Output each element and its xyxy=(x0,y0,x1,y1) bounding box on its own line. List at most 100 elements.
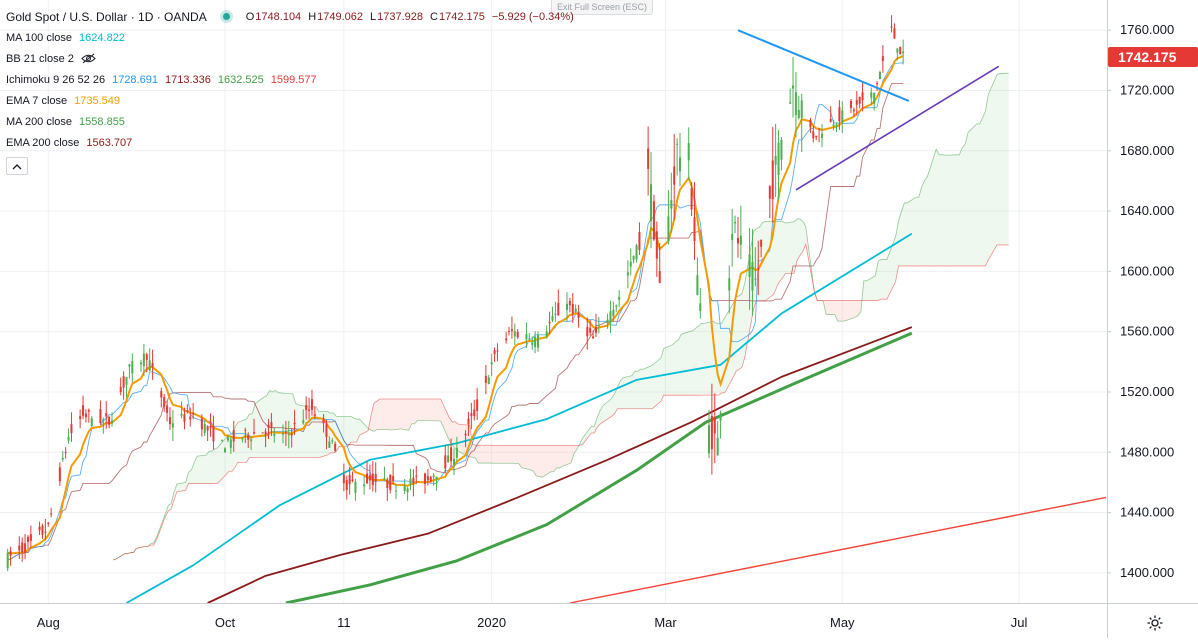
candle-body xyxy=(288,434,290,435)
gear-icon[interactable] xyxy=(1146,614,1164,632)
candle-body xyxy=(551,316,553,321)
candle-body xyxy=(734,222,736,223)
candle-body xyxy=(760,240,762,247)
candle-body xyxy=(224,448,226,452)
candle-body xyxy=(27,537,29,542)
candle-body xyxy=(409,479,411,483)
candle-body xyxy=(253,432,255,433)
cloud-segment xyxy=(388,399,391,430)
cloud-segment xyxy=(684,331,693,396)
candle-body xyxy=(838,107,840,121)
x-tick-label: Oct xyxy=(215,615,236,630)
candle-body xyxy=(230,439,232,447)
candle-body xyxy=(247,435,249,440)
candle-body xyxy=(447,455,449,462)
candle-body xyxy=(595,327,597,333)
candle-body xyxy=(618,297,620,300)
candle-body xyxy=(88,410,90,412)
candle-body xyxy=(592,336,594,338)
cloud-segment xyxy=(701,323,704,395)
candle-body xyxy=(815,136,817,137)
candle-body xyxy=(699,303,701,311)
cloud-segment xyxy=(380,399,389,430)
candle-body xyxy=(630,262,632,267)
candle-body xyxy=(334,444,336,451)
cloud-segment xyxy=(681,333,684,395)
candle-body xyxy=(108,417,110,425)
candle-body xyxy=(676,144,678,145)
candle-body xyxy=(572,304,574,314)
candle-body xyxy=(465,434,467,436)
candle-body xyxy=(850,101,852,108)
candle-body xyxy=(467,419,469,425)
indicator-row[interactable]: BB 21 close 2 xyxy=(6,48,581,69)
ohlc-row: Gold Spot / U.S. Dollar · 1D · OANDA O17… xyxy=(6,6,581,27)
cloud-segment xyxy=(215,448,218,484)
cloud-segment xyxy=(557,445,560,468)
cloud-segment xyxy=(959,148,962,266)
cloud-segment xyxy=(275,390,278,457)
cloud-segment xyxy=(841,301,844,322)
candle-body xyxy=(691,188,693,209)
candle-body xyxy=(740,236,742,245)
cloud-segment xyxy=(496,445,499,463)
indicator-value: 1728.691 xyxy=(112,74,158,86)
x-tick-label: Jul xyxy=(1011,615,1028,630)
cloud-segment xyxy=(536,445,539,476)
candle-body xyxy=(450,447,452,461)
hidden-eye-icon[interactable] xyxy=(81,53,96,64)
candle-body xyxy=(508,331,510,332)
candle-body xyxy=(720,413,722,421)
candle-body xyxy=(708,425,710,453)
indicator-label: MA 100 close xyxy=(6,32,72,44)
candle-body xyxy=(415,476,417,477)
candle-body xyxy=(812,131,814,138)
candle-body xyxy=(656,231,658,258)
y-tick-label: 1480.000 xyxy=(1120,444,1174,459)
cloud-segment xyxy=(800,219,803,255)
candle-body xyxy=(407,488,409,492)
candle-body xyxy=(821,134,823,138)
cloud-segment xyxy=(881,259,884,299)
candle-body xyxy=(589,328,591,333)
cloud-segment xyxy=(623,376,632,409)
candle-body xyxy=(244,430,246,431)
candle-body xyxy=(801,100,803,117)
candle-body xyxy=(349,475,351,484)
candle-body xyxy=(85,414,87,418)
candle-body xyxy=(488,378,490,384)
cloud-segment xyxy=(539,445,542,477)
cloud-segment xyxy=(936,149,939,266)
cloud-segment xyxy=(415,399,418,424)
candle-body xyxy=(62,458,64,460)
candle-body xyxy=(566,304,568,310)
candle-body xyxy=(59,467,61,481)
candle-body xyxy=(354,482,356,493)
collapse-legend-button[interactable] xyxy=(6,157,28,175)
cloud-segment xyxy=(441,399,450,441)
indicator-value: 1735.549 xyxy=(74,95,120,107)
candle-body xyxy=(667,216,669,241)
candle-body xyxy=(128,364,130,366)
y-tick-label: 1760.000 xyxy=(1120,22,1174,37)
candle-body xyxy=(809,120,811,127)
candle-body xyxy=(267,425,269,428)
candle-body xyxy=(586,327,588,336)
last-price-label: 1742.175 xyxy=(1118,49,1177,65)
candle-body xyxy=(818,129,820,130)
candle-body xyxy=(68,437,70,441)
cloud-segment xyxy=(635,371,638,409)
candle-body xyxy=(383,478,385,479)
candle-body xyxy=(633,256,635,260)
candle-body xyxy=(525,334,527,339)
cloud-segment xyxy=(351,416,354,442)
candle-body xyxy=(363,484,365,486)
candle-body xyxy=(250,439,252,441)
candle-body xyxy=(546,331,548,335)
symbol-title[interactable]: Gold Spot / U.S. Dollar · 1D · OANDA xyxy=(6,10,207,24)
